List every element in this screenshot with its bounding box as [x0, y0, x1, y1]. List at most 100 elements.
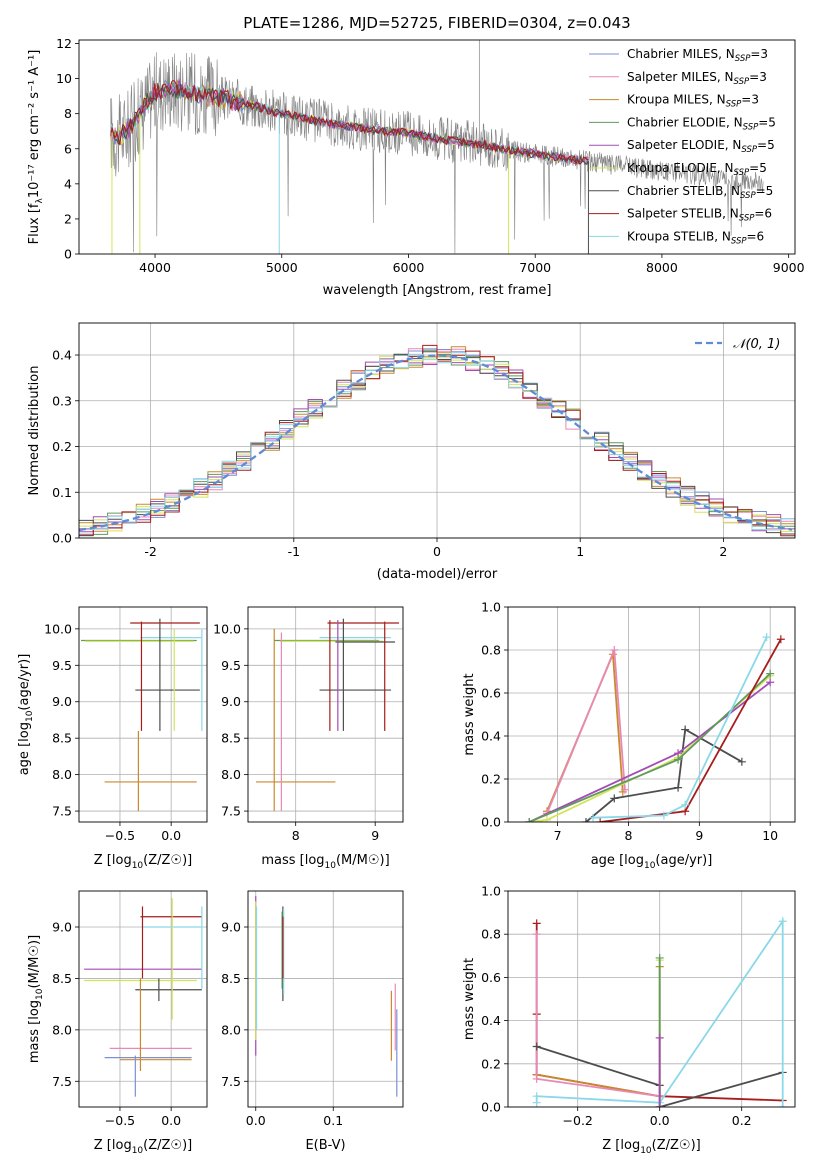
y-tick-label: 8.5: [221, 971, 241, 986]
weight-marker: [596, 818, 605, 822]
y-tick-label: 0.3: [52, 393, 72, 408]
y-tick-label: 9.0: [221, 920, 241, 935]
x-axis-label: Z [log10(Z/Z☉)]: [94, 853, 192, 871]
x-tick-label: 0.0: [161, 828, 181, 843]
weight-marker: [532, 1092, 541, 1101]
x-tick-label: 6000: [393, 260, 425, 275]
weight-marker: [674, 755, 683, 764]
plot-area: [248, 891, 403, 1107]
panel-mass_ebv: 0.0 0.1 7.5 8.0 8.5 9.0 E(B-V): [221, 890, 404, 1153]
y-axis-label: mass [log10(M/M☉)]: [27, 935, 45, 1063]
weight-marker: [778, 1103, 787, 1107]
weight-marker: [659, 811, 668, 820]
axes-frame: [507, 606, 796, 823]
weight-line-2: [535, 934, 660, 1098]
panel-age_z: −0.5 0.0 7.5 8.0 8.5 9.0 9.5 10.0 Z [log10(Z/Z☉)…: [17, 606, 208, 871]
plot-area: [248, 607, 403, 822]
weight-marker: [532, 919, 541, 928]
plot-area: [79, 607, 207, 822]
weight-marker: [766, 669, 775, 678]
weight-marker: [532, 930, 541, 939]
y-tick-label: 0.0: [481, 815, 501, 830]
weight-marker: [778, 917, 787, 926]
y-tick-label: 9.0: [52, 920, 72, 935]
y-tick-label: 9.0: [52, 694, 72, 709]
x-tick-label: 8: [292, 828, 300, 843]
y-tick-label: 0.4: [481, 1013, 501, 1028]
weight-line-5: [528, 672, 771, 822]
y-axis-label: mass weight: [462, 673, 477, 755]
y-tick-label: 0.8: [481, 643, 501, 658]
y-tick-label: 0.2: [481, 1056, 501, 1071]
y-tick-label: 8.5: [52, 971, 72, 986]
legend-gauss-label: 𝒩(0, 1): [733, 337, 780, 352]
weight-marker: [681, 800, 690, 809]
weight-marker: [542, 815, 551, 822]
legend-label-1: Salpeter MILES, NSSP=3: [627, 70, 767, 87]
axes-frame: [78, 890, 208, 1108]
plot-area: [79, 891, 207, 1107]
x-axis-label: E(B-V): [305, 1138, 345, 1153]
x-tick-label: 1: [576, 544, 584, 559]
y-tick-label: 10: [56, 71, 72, 86]
x-axis-label: wavelength [Angstrom, rest frame]: [323, 283, 552, 298]
y-tick-label: 8: [64, 106, 72, 121]
x-tick-label: 9: [695, 828, 703, 843]
weight-marker: [681, 725, 690, 734]
x-axis-label: age [log10(age/yr)]: [591, 853, 713, 871]
y-tick-label: 8.0: [52, 767, 72, 782]
weight-marker: [655, 1033, 664, 1042]
panel-age_mass: 8 9 7.5 8.0 8.5 9.0 9.5 10.0 mass [log10(M/M☉)]: [213, 606, 404, 871]
weight-marker: [674, 783, 683, 792]
x-tick-label: 9: [371, 828, 379, 843]
axes-frame: [78, 606, 208, 823]
y-tick-label: 8.0: [221, 767, 241, 782]
y-tick-label: 10.0: [213, 621, 241, 636]
weight-marker: [581, 818, 590, 822]
x-axis-label: Z [log10(Z/Z☉)]: [602, 1138, 700, 1156]
weight-marker: [655, 953, 664, 962]
axes-frame: [247, 606, 404, 823]
y-tick-label: 0.8: [481, 927, 501, 942]
y-tick-label: 9.0: [221, 694, 241, 709]
y-tick-label: 6: [64, 141, 72, 156]
y-tick-label: 0.0: [52, 531, 72, 546]
plot-area: [508, 607, 795, 822]
x-tick-label: -1: [288, 544, 300, 559]
y-tick-label: 7.5: [221, 804, 241, 819]
legend-label-6: Chabrier STELIB, NSSP=5: [627, 184, 773, 201]
weight-marker: [655, 1103, 664, 1107]
x-tick-label: 8000: [646, 260, 678, 275]
legend: Chabrier MILES, NSSP=3 Salpeter MILES, NS…: [589, 47, 776, 246]
plot-area: [508, 891, 795, 1107]
y-tick-label: 1.0: [481, 884, 501, 899]
legend-label-2: Kroupa MILES, NSSP=3: [627, 93, 759, 110]
figure-title: PLATE=1286, MJD=52725, FIBERID=0304, z=0…: [243, 14, 630, 32]
panel-mass_z: −0.5 0.0 7.5 8.0 8.5 9.0 Z [log10(Z/Z☉)] mass […: [27, 890, 208, 1156]
y-tick-label: 1.0: [481, 600, 501, 615]
weight-line-1: [536, 966, 661, 1098]
legend-label-8: Kroupa STELIB, NSSP=6: [627, 229, 764, 246]
x-tick-label: 2: [719, 544, 727, 559]
weight-marker: [532, 1074, 541, 1083]
y-tick-label: 12: [56, 36, 72, 51]
x-tick-label: 10: [762, 828, 778, 843]
weight-line-2: [585, 728, 743, 822]
axes-frame: [78, 39, 796, 255]
axes-frame: [78, 322, 796, 539]
panel-weight_age: 7 8 9 10 0.0 0.2 0.4 0.6 0.8 1.0 age [log10(age/yr…: [462, 600, 796, 871]
x-tick-label: 0.0: [246, 1113, 266, 1128]
y-tick-label: 0.2: [481, 772, 501, 787]
weight-line-7: [592, 636, 768, 819]
axes-frame: [247, 890, 404, 1108]
panel-weight_z: −0.2 0.0 0.2 0.0 0.2 0.4 0.6 0.8 1.0 Z [log10(Z/Z…: [462, 884, 796, 1156]
y-tick-label: 2: [64, 211, 72, 226]
x-tick-label: -2: [144, 544, 156, 559]
x-axis-label: mass [log10(M/M☉)]: [261, 853, 389, 871]
x-tick-label: 0.2: [732, 1113, 752, 1128]
y-tick-label: 0.4: [481, 729, 501, 744]
legend-label-0: Chabrier MILES, NSSP=3: [627, 47, 768, 64]
weight-marker: [776, 635, 785, 644]
legend-label-4: Salpeter ELODIE, NSSP=5: [627, 138, 775, 155]
